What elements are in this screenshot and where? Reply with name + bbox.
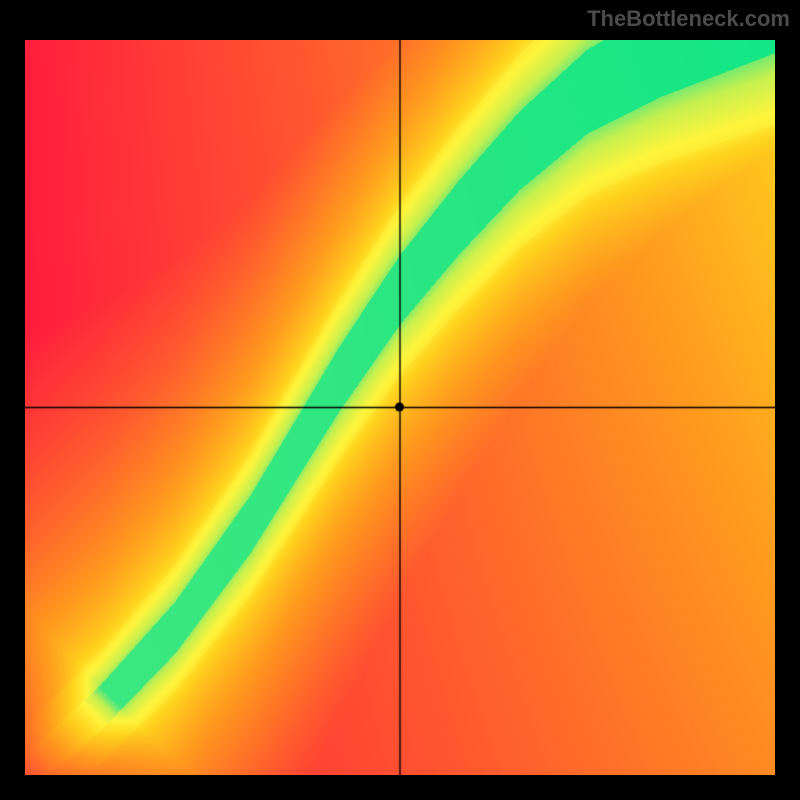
stage: TheBottleneck.com: [0, 0, 800, 800]
watermark-text: TheBottleneck.com: [587, 6, 790, 32]
heatmap-canvas: [25, 40, 775, 775]
